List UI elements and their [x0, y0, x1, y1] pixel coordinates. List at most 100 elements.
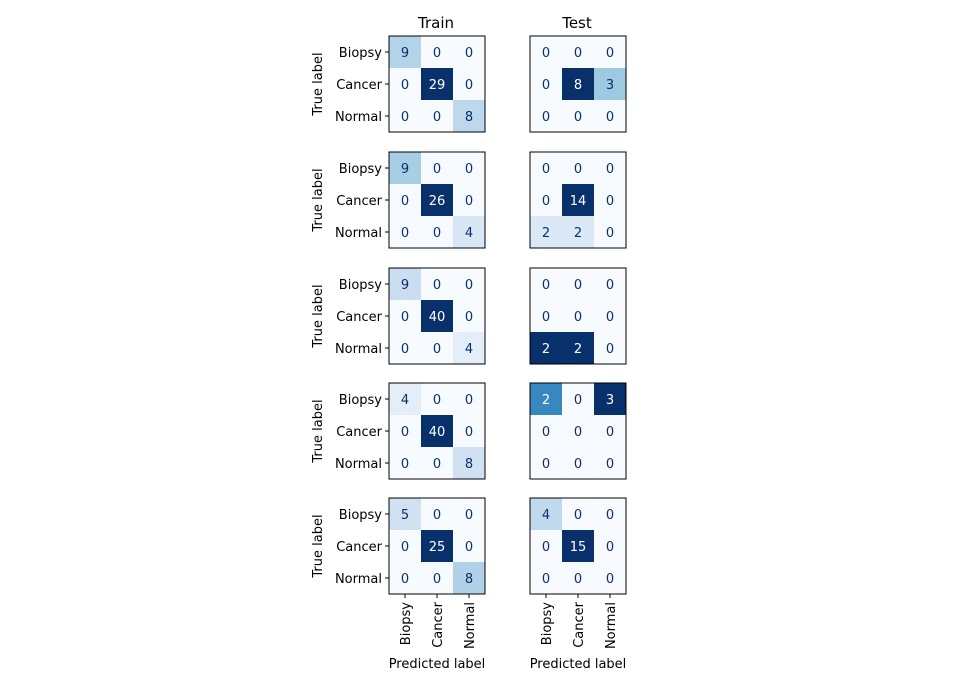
matrix-cell: [389, 184, 421, 216]
matrix-cell: [530, 415, 562, 447]
matrix-cell: [530, 447, 562, 479]
matrix-cell: [453, 300, 485, 332]
matrix-cell: [562, 332, 594, 364]
matrix-cell: [562, 152, 594, 184]
y-tick-label: Cancer: [336, 78, 382, 93]
cell-value: 0: [542, 457, 550, 472]
matrix-cell: [389, 498, 421, 530]
cell-value: 0: [606, 572, 614, 587]
cell-value: 0: [574, 425, 582, 440]
matrix-cell: [562, 36, 594, 68]
y-tick-label: Normal: [335, 226, 382, 241]
cell-value: 9: [401, 162, 409, 177]
cell-value: 0: [433, 110, 441, 125]
x-tick-label: Biopsy: [399, 602, 414, 646]
matrix-cell: [562, 216, 594, 248]
matrix-cell: [453, 184, 485, 216]
y-axis-label: True label: [311, 399, 326, 463]
cell-value: 15: [570, 540, 587, 555]
matrix-cell: [389, 530, 421, 562]
cell-value: 0: [433, 226, 441, 241]
cell-value: 0: [542, 425, 550, 440]
cell-value: 0: [465, 310, 473, 325]
cell-value: 0: [542, 540, 550, 555]
cell-value: 0: [574, 110, 582, 125]
cell-value: 2: [542, 342, 550, 357]
x-tick-label: Normal: [604, 602, 619, 649]
cell-value: 2: [542, 226, 550, 241]
confusion-matrix-test-4: 2 0 3 0 0 0 0 0 0: [529, 382, 627, 480]
x-axis-label: Predicted label: [530, 657, 627, 672]
cell-value: 0: [542, 162, 550, 177]
cell-value: 0: [606, 540, 614, 555]
matrix-cell: [453, 498, 485, 530]
cell-value: 0: [401, 110, 409, 125]
cell-value: 0: [465, 194, 473, 209]
cell-value: 0: [465, 46, 473, 61]
matrix-cell: [562, 447, 594, 479]
cell-value: 0: [433, 342, 441, 357]
cell-value: 29: [429, 78, 446, 93]
confusion-matrix-train-3: 9 0 0 0 40 0 0 0 4 Biopsy Cancer Normal True label: [311, 267, 486, 365]
confusion-matrix-test-2: 0 0 0 0 14 0 2 2 0: [529, 151, 627, 249]
x-tick-label: Normal: [463, 602, 478, 649]
matrix-cell: [530, 152, 562, 184]
matrix-frame: [529, 151, 627, 249]
matrix-cell: [389, 415, 421, 447]
matrix-cell: [389, 68, 421, 100]
matrix-cell: [594, 383, 626, 415]
cell-value: 0: [433, 572, 441, 587]
y-tick-label: Normal: [335, 457, 382, 472]
matrix-cell: [389, 216, 421, 248]
y-tick-label: Biopsy: [339, 278, 383, 293]
matrix-cell: [421, 36, 453, 68]
cell-value: 0: [401, 425, 409, 440]
cell-value: 0: [465, 162, 473, 177]
cell-value: 4: [542, 508, 550, 523]
cell-value: 0: [574, 457, 582, 472]
y-tick-label: Biopsy: [339, 508, 383, 523]
matrix-cell: [594, 216, 626, 248]
cell-value: 40: [429, 425, 446, 440]
matrix-cell: [389, 447, 421, 479]
cell-value: 0: [465, 425, 473, 440]
cell-value: 0: [401, 540, 409, 555]
x-tick-label: Cancer: [431, 601, 446, 647]
y-axis-label: True label: [311, 284, 326, 348]
matrix-cell: [530, 36, 562, 68]
y-axis-label: True label: [311, 168, 326, 232]
cell-value: 0: [433, 278, 441, 293]
matrix-cell: [594, 415, 626, 447]
matrix-cell: [421, 447, 453, 479]
cell-value: 0: [574, 310, 582, 325]
cell-value: 0: [606, 508, 614, 523]
cell-value: 9: [401, 46, 409, 61]
cell-value: 8: [465, 110, 473, 125]
matrix-cell: [421, 530, 453, 562]
y-tick-label: Cancer: [336, 425, 382, 440]
matrix-cell: [562, 415, 594, 447]
matrix-cell: [594, 530, 626, 562]
matrix-cell: [530, 498, 562, 530]
cell-value: 0: [401, 457, 409, 472]
matrix-cell: [594, 152, 626, 184]
cell-value: 9: [401, 278, 409, 293]
cell-value: 0: [542, 46, 550, 61]
cell-value: 0: [401, 194, 409, 209]
cell-value: 8: [465, 457, 473, 472]
matrix-cell: [594, 498, 626, 530]
matrix-cell: [530, 332, 562, 364]
matrix-cell: [421, 68, 453, 100]
cell-value: 0: [433, 508, 441, 523]
cell-value: 0: [542, 78, 550, 93]
cell-value: 0: [574, 508, 582, 523]
cell-value: 0: [433, 457, 441, 472]
cell-value: 26: [429, 194, 446, 209]
cell-value: 0: [606, 457, 614, 472]
matrix-cell: [594, 184, 626, 216]
cell-value: 8: [465, 572, 473, 587]
matrix-cell: [530, 268, 562, 300]
matrix-cell: [562, 68, 594, 100]
confusion-matrix-test-1: 0 0 0 0 8 3 0 0 0: [529, 35, 627, 133]
cell-value: 4: [465, 226, 473, 241]
